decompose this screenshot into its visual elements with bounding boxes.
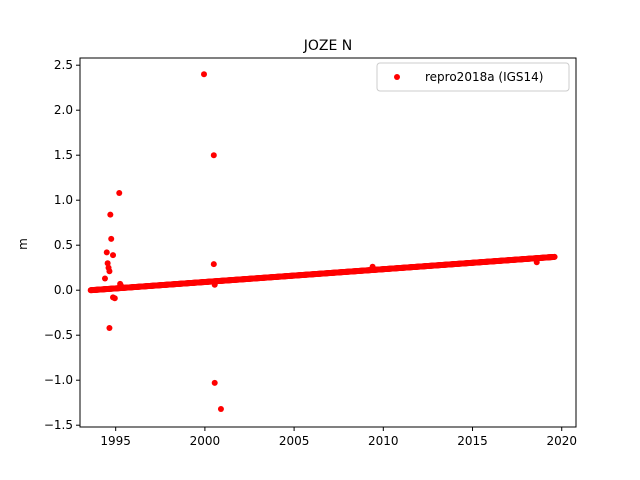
y-tick-label: −1.0 [44,373,73,387]
outlier-point [211,281,218,288]
outlier-point [110,252,117,259]
legend-box [376,62,570,92]
legend-marker [394,74,400,80]
outlier-point [217,406,224,412]
outlier-point [118,282,125,289]
outlier-point [211,379,218,386]
y-tick-label: 0.0 [54,283,73,297]
y-axis-label: m [16,238,30,250]
outlier-point [111,295,118,302]
outlier-point [101,275,108,282]
y-axis: −1.5 −1.0 −0.5 0.0 0.5 1.0 1.5 2.0 2.5 [44,58,80,432]
y-tick-label: 1.0 [54,193,73,207]
y-tick-label: 1.5 [54,148,73,162]
outlier-point [104,260,111,267]
chart-title: JOZE N [303,38,353,54]
x-tick-label: 2010 [368,434,399,448]
legend-label: repro2018a (IGS14) [425,70,543,84]
outlier-point [108,235,115,242]
x-tick-label: 2020 [546,434,577,448]
trend-point [551,253,558,260]
x-axis: 1995 2000 2005 2010 2015 2020 [100,427,577,448]
x-tick-label: 1995 [100,434,131,448]
outlier-point [107,211,114,218]
outlier-point [116,190,123,196]
outlier-point [533,259,540,266]
y-tick-label: 2.5 [54,58,73,72]
outlier-point [106,268,113,275]
data-points [87,71,558,412]
y-tick-label: −0.5 [44,328,73,342]
legend: repro2018a (IGS14) [376,62,570,92]
y-tick-label: 2.0 [54,103,73,117]
outlier-point [103,249,110,256]
outlier-point [210,261,217,268]
x-tick-label: 2000 [190,434,221,448]
outlier-point [210,152,217,159]
plot-area [79,57,577,428]
x-tick-label: 2015 [457,434,488,448]
plot-frame [79,57,577,428]
outlier-point [106,325,113,331]
y-tick-label: 0.5 [54,238,73,252]
x-tick-label: 2005 [279,434,310,448]
y-tick-label: −1.5 [44,418,73,432]
outlier-point [201,71,207,78]
outlier-point [369,263,376,270]
